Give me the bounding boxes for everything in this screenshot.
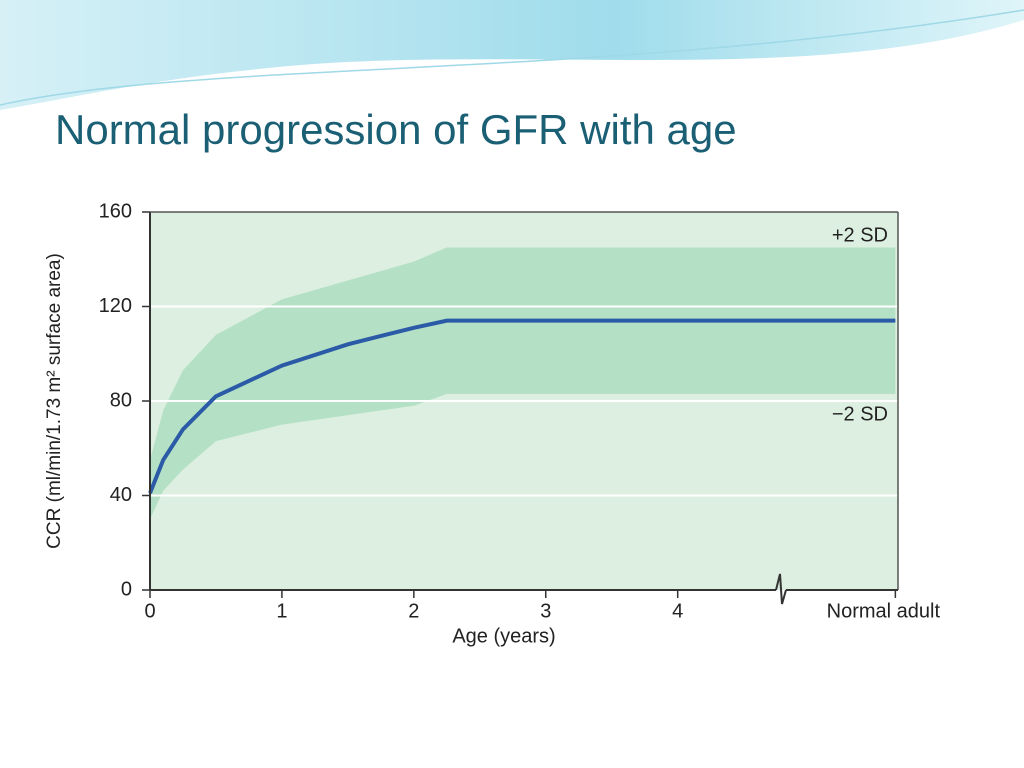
x-tick-label: 4: [672, 600, 683, 622]
y-tick-label: 120: [99, 295, 132, 317]
slide-title: Normal progression of GFR with age: [55, 106, 737, 153]
x-tick-label: 1: [276, 600, 287, 622]
x-axis-label: Age (years): [452, 625, 555, 647]
x-tick-label: 3: [540, 600, 551, 622]
y-tick-label: 0: [121, 578, 132, 600]
sd-band: [150, 247, 896, 520]
header-wave: [0, 0, 1024, 110]
y-axis-label: CCR (ml/min/1.73 m² surface area): [44, 253, 65, 549]
y-tick-label: 40: [110, 484, 132, 506]
y-tick-label: 80: [110, 389, 132, 411]
y-tick-label: 160: [99, 200, 132, 222]
header-wave-line: [0, 9, 1024, 106]
x-tick-label: 0: [144, 600, 155, 622]
annotation: +2 SD: [832, 224, 888, 246]
chart: 0 40 80 120 160 0 1 2 3 4 Normal adult Age (years) C…: [44, 200, 940, 647]
mean-line: [148, 318, 896, 494]
axis-break: [775, 573, 787, 605]
x-tick-label: Normal adult: [827, 600, 941, 622]
x-tick-label: 2: [408, 600, 419, 622]
annotation: −2 SD: [832, 403, 888, 425]
